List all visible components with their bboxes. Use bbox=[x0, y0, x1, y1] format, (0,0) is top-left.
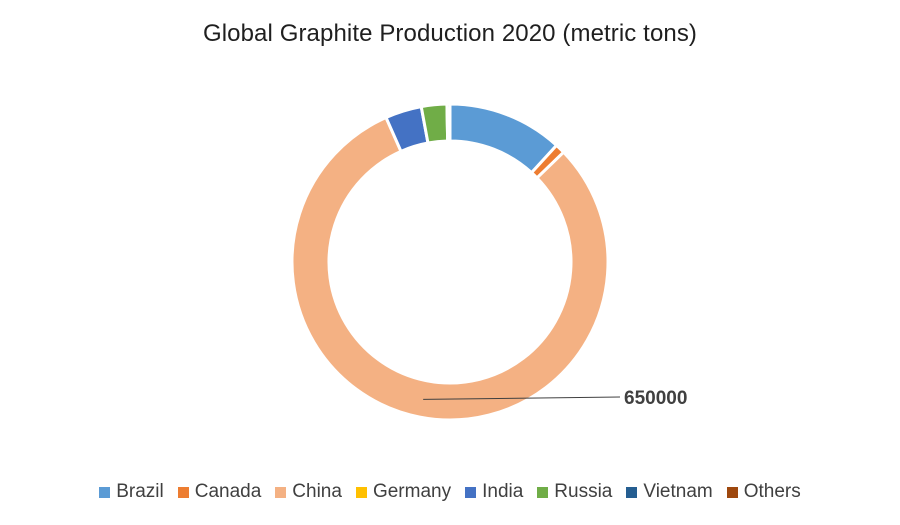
legend-label-germany: Germany bbox=[372, 481, 452, 502]
chart-title: Global Graphite Production 2020 (metric … bbox=[202, 20, 698, 47]
legend-label-russia: Russia bbox=[554, 481, 613, 502]
legend-label-china: China bbox=[292, 481, 342, 502]
data-label-leader-china bbox=[423, 396, 621, 400]
legend-swatch-china bbox=[275, 486, 287, 498]
legend-swatch-vietnam bbox=[626, 486, 638, 498]
data-label-china: 650000 bbox=[624, 388, 687, 409]
slice-china bbox=[290, 115, 610, 422]
legend-label-brazil: Brazil bbox=[116, 481, 164, 502]
legend-swatch-canada bbox=[177, 486, 189, 498]
doughnut-slices bbox=[290, 102, 610, 422]
data-labels: 650000 bbox=[423, 388, 687, 409]
legend-label-canada: Canada bbox=[194, 481, 262, 502]
legend-item-germany: Germany bbox=[355, 481, 452, 503]
legend-label-vietnam: Vietnam bbox=[643, 481, 713, 502]
legend-item-russia: Russia bbox=[537, 481, 612, 503]
legend-label-others: Others bbox=[743, 481, 801, 502]
legend-swatch-germany bbox=[355, 486, 367, 498]
legend-swatch-india bbox=[465, 486, 477, 498]
legend-item-brazil: Brazil bbox=[99, 481, 164, 503]
legend-swatch-brazil bbox=[99, 486, 111, 498]
legend-item-china: China bbox=[275, 481, 342, 503]
legend-item-vietnam: Vietnam bbox=[626, 481, 713, 503]
slice-vietnam bbox=[445, 102, 452, 143]
legend-item-india: India bbox=[465, 481, 523, 503]
legend-item-canada: Canada bbox=[177, 481, 262, 503]
chart-legend: Brazil Canada China Germany India Russia Vietn… bbox=[0, 480, 900, 504]
legend-label-india: India bbox=[482, 481, 524, 502]
legend-swatch-russia bbox=[537, 486, 549, 498]
legend-swatch-others bbox=[726, 486, 738, 498]
legend-item-others: Others bbox=[726, 481, 801, 503]
